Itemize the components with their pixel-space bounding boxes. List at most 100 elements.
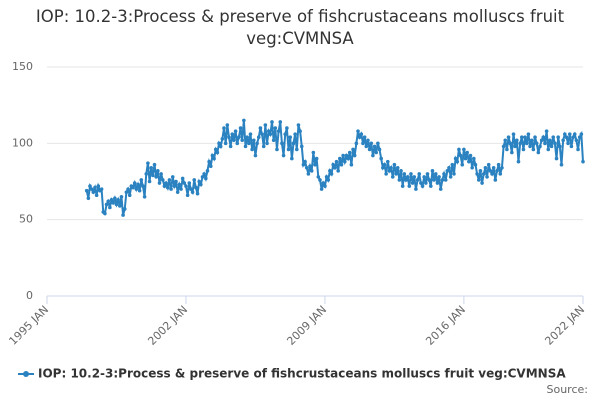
point [157,181,162,185]
point [253,153,258,158]
point [420,184,425,188]
point [175,190,180,194]
y-tick-label: 0 [26,289,33,302]
point [215,150,220,155]
point [124,190,129,194]
point [544,129,549,133]
point [339,162,344,167]
point [154,175,158,179]
point [238,126,243,130]
point [366,138,370,143]
point [127,193,132,198]
point [440,178,445,182]
point [205,169,210,173]
point [122,207,127,211]
point [356,129,360,133]
point [235,141,240,146]
point [384,172,388,176]
point [579,132,584,136]
point [202,172,206,176]
point [265,141,269,146]
point [448,175,453,179]
point [177,182,182,187]
point [467,159,471,164]
point [422,175,426,179]
point [164,181,168,185]
point [374,150,379,155]
point [86,196,91,201]
point [273,126,278,130]
point [410,181,415,185]
point [180,176,185,181]
point [341,153,345,158]
point [151,173,155,178]
point [255,141,259,146]
point [117,204,122,208]
point [447,165,451,170]
point [395,165,400,170]
point [506,135,511,140]
point [195,191,200,196]
point [531,147,536,152]
point [192,178,197,182]
point [103,211,107,216]
point [581,159,585,164]
point [414,187,418,191]
point [465,150,469,155]
point [308,164,312,169]
point [93,185,97,190]
point [293,132,297,136]
x-tick-label: 2009 JAN [284,303,329,348]
point [475,172,479,176]
point [543,141,547,146]
point [170,175,175,179]
point [271,138,276,143]
point [554,156,559,161]
point [367,147,372,152]
point [419,181,423,185]
point [435,181,440,185]
point [326,178,331,182]
point [533,135,537,140]
point [385,159,390,164]
point [425,172,430,176]
point [445,169,450,173]
point [328,169,332,173]
point [357,135,362,140]
point [250,147,254,152]
point [132,181,137,185]
point [500,165,504,170]
point [116,198,120,202]
point [228,144,233,149]
point [442,172,446,176]
point [346,156,350,161]
point [230,132,235,136]
point [295,147,299,152]
point [204,176,208,181]
point [190,190,195,194]
point [405,175,410,179]
point [381,165,385,170]
point [404,178,408,182]
point [225,123,230,127]
point [199,182,203,187]
point [529,138,534,143]
point [243,144,248,149]
legend-marker [23,371,29,377]
legend-label: IOP: 10.2-3:Process & preserve of fishcr… [38,367,566,381]
point [304,165,309,170]
point [303,159,307,164]
point [321,181,326,185]
point [113,196,117,201]
point [318,178,322,182]
point [511,132,516,136]
point [483,165,488,170]
point [498,172,503,176]
point [283,132,288,136]
point [256,135,261,140]
point [548,138,552,143]
point [526,132,531,136]
point [371,153,375,158]
